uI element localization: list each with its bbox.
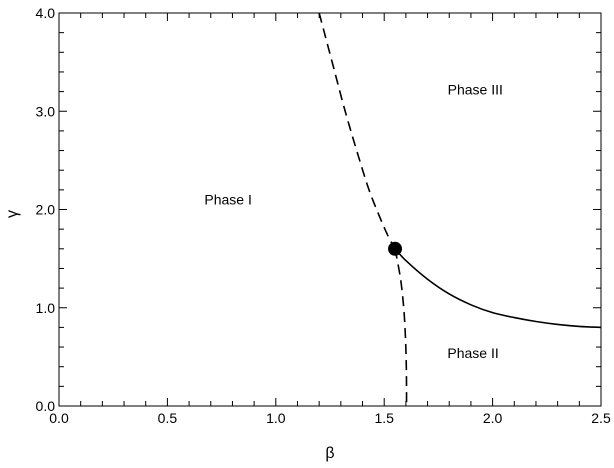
x-tick-label: 2.5 — [591, 410, 611, 426]
y-tick-label: 0.0 — [36, 398, 56, 414]
region-label: Phase III — [448, 82, 503, 98]
region-labels: Phase I Phase II Phase III — [204, 82, 503, 361]
region-label: Phase I — [204, 192, 251, 208]
x-axis-label: β — [325, 445, 334, 462]
dashed-phase-boundary — [318, 12, 396, 250]
region-label: Phase II — [447, 345, 498, 361]
x-tick-label: 1.0 — [266, 410, 286, 426]
x-tick-label: 1.5 — [374, 410, 394, 426]
dashed-phase-boundary — [394, 248, 408, 407]
x-tick-label: 0.5 — [158, 410, 178, 426]
y-tick-label: 1.0 — [36, 300, 56, 316]
y-tick-label: 4.0 — [36, 5, 56, 21]
axis-ticks — [58, 12, 602, 407]
y-tick-label: 2.0 — [36, 202, 56, 218]
solid-phase-boundary — [394, 248, 602, 329]
x-tick-label: 2.0 — [483, 410, 503, 426]
series-group — [318, 12, 602, 407]
triple-point-marker — [388, 241, 403, 256]
y-axis-label: γ — [4, 210, 21, 218]
point-markers — [388, 241, 403, 256]
tick-labels: 0.0 0.5 1.0 1.5 2.0 2.5 0.0 1.0 2.0 3.0 4.0 — [36, 5, 611, 426]
y-tick-label: 3.0 — [36, 103, 56, 119]
plot-frame — [58, 12, 602, 407]
x-tick-label: 0.0 — [49, 410, 69, 426]
